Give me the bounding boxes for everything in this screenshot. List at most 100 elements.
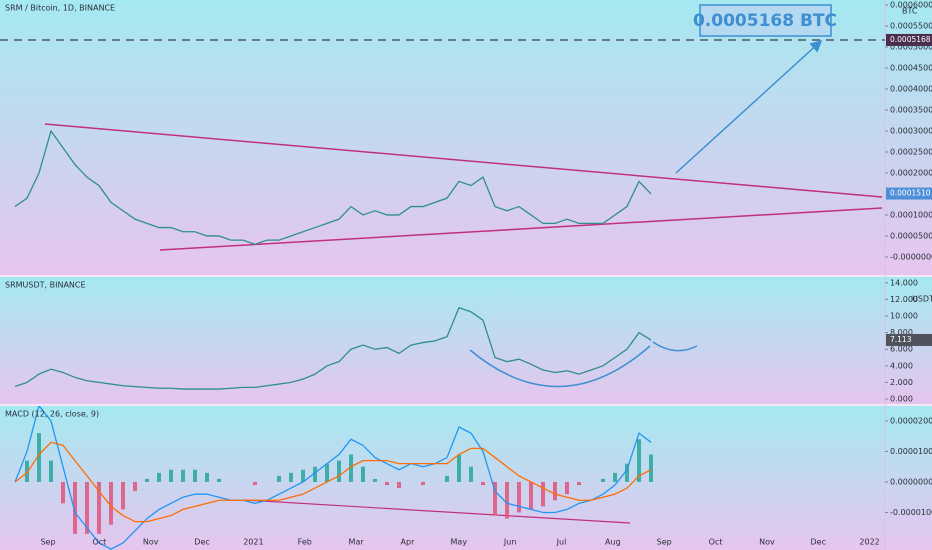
y-tick-label: -0.0000000 xyxy=(890,252,932,261)
x-tick-label: Dec xyxy=(194,538,209,547)
histogram-bar xyxy=(337,460,341,482)
x-tick-label: Sep xyxy=(657,538,672,547)
histogram-bar xyxy=(613,472,617,482)
histogram-bar xyxy=(157,472,161,482)
x-tick-label: Oct xyxy=(92,538,106,547)
rounding-curve xyxy=(469,345,651,388)
histogram-bar xyxy=(361,466,365,482)
series-group xyxy=(14,129,652,246)
histogram-bar xyxy=(277,475,281,482)
last-price-label: 0.0001510 xyxy=(890,189,931,198)
histogram-bar xyxy=(25,460,29,482)
y-tick-label: 0.0002500 xyxy=(890,147,932,156)
x-tick-label: Jul xyxy=(556,538,567,547)
x-tick-label: Nov xyxy=(759,538,775,547)
histogram-bar xyxy=(637,439,641,482)
histogram-bar xyxy=(397,481,401,489)
y-tick-label: 0.0001000 xyxy=(890,210,932,219)
pane-title: SRMUSDT, BINANCE xyxy=(5,281,86,290)
histogram-bar xyxy=(133,481,137,492)
pane-background xyxy=(0,406,932,550)
histogram-bar xyxy=(481,481,485,486)
y-tick-label: 0.0003500 xyxy=(890,106,932,115)
x-tick-label: Oct xyxy=(709,538,723,547)
y-tick-label: 0.0004500 xyxy=(890,64,932,73)
x-tick-label: Nov xyxy=(143,538,159,547)
target-box xyxy=(699,4,832,37)
histogram-bar xyxy=(493,481,497,516)
histogram-bar xyxy=(193,469,197,482)
pane-background xyxy=(0,277,932,404)
target-box-label: 0.0005168 BTC xyxy=(693,11,837,31)
x-tick-label: Dec xyxy=(811,538,826,547)
histogram-bar xyxy=(649,454,653,482)
series-line xyxy=(14,441,652,523)
histogram-bar xyxy=(97,481,101,534)
target-axis-box xyxy=(886,33,932,46)
y-tick-label: 0.0006000 xyxy=(890,1,932,10)
y-tick-label: 0.0005000 xyxy=(890,43,932,52)
histogram-bar xyxy=(181,469,185,482)
y-tick-label: 6.000 xyxy=(890,345,913,354)
trend-line xyxy=(44,123,883,198)
divergence-line xyxy=(244,499,631,524)
x-tick-label: Mar xyxy=(349,538,365,547)
y-tick-label: 12.000 xyxy=(890,295,918,304)
y-tick-label: 4.000 xyxy=(890,361,913,370)
histogram-bar xyxy=(421,481,425,486)
histogram-bar xyxy=(349,454,353,482)
histogram-bar xyxy=(61,481,65,504)
histogram-bar xyxy=(625,463,629,482)
histogram-bar xyxy=(553,481,557,501)
x-tick-label: Feb xyxy=(298,538,312,547)
histogram-bar xyxy=(49,460,53,482)
pane-title: MACD (12, 26, close, 9) xyxy=(5,410,99,419)
y-tick-label: 8.000 xyxy=(890,328,913,337)
y-tick-label: 0.0000500 xyxy=(890,231,932,240)
histogram-bar xyxy=(505,481,509,519)
series-group xyxy=(14,306,652,390)
axis-unit: BTC xyxy=(902,7,918,16)
x-tick-label: 2022 xyxy=(859,538,879,547)
y-tick-label: 0.0003000 xyxy=(890,126,932,135)
x-tick-label: Sep xyxy=(40,538,55,547)
y-tick-label: 0.0004000 xyxy=(890,85,932,94)
y-tick-label: 0.0000100 xyxy=(890,447,932,456)
histogram-bar xyxy=(301,469,305,482)
x-tick-label: Aug xyxy=(605,538,621,547)
histogram-bar xyxy=(445,475,449,482)
histogram-bar xyxy=(517,481,521,513)
last-price-label: 7.113 xyxy=(890,335,912,344)
y-tick-label: 0.0000200 xyxy=(890,416,932,425)
series-line xyxy=(14,129,652,246)
histogram-bar xyxy=(457,454,461,482)
histogram-bar xyxy=(145,478,149,482)
y-tick-label: 10.000 xyxy=(890,312,918,321)
histogram-bar xyxy=(121,481,125,510)
y-tick-label: 14.000 xyxy=(890,278,918,287)
histogram-bar xyxy=(385,481,389,486)
target-axis-label: 0.0005168 xyxy=(890,35,931,44)
histogram-bar xyxy=(109,481,113,525)
x-tick-label: Jun xyxy=(503,538,517,547)
series-line xyxy=(14,406,652,550)
y-tick-label: 0.000 xyxy=(890,395,913,404)
histogram-bar xyxy=(217,478,221,482)
trend-line xyxy=(159,207,883,251)
x-tick-label: May xyxy=(451,538,468,547)
histogram-bar xyxy=(313,466,317,482)
axis-unit: USDT xyxy=(912,295,932,304)
histogram-bar xyxy=(601,478,605,482)
histogram-bar xyxy=(565,481,569,495)
histogram-bar xyxy=(469,466,473,482)
x-tick-label: 2021 xyxy=(243,538,263,547)
histogram-bar xyxy=(529,481,533,510)
histogram-bar xyxy=(253,481,257,486)
histogram-bar xyxy=(169,469,173,482)
last-price-box xyxy=(886,187,932,200)
series-line xyxy=(14,306,652,390)
pane-title: SRM / Bitcoin, 1D, BINANCE xyxy=(5,4,115,13)
histogram-bar xyxy=(289,472,293,482)
